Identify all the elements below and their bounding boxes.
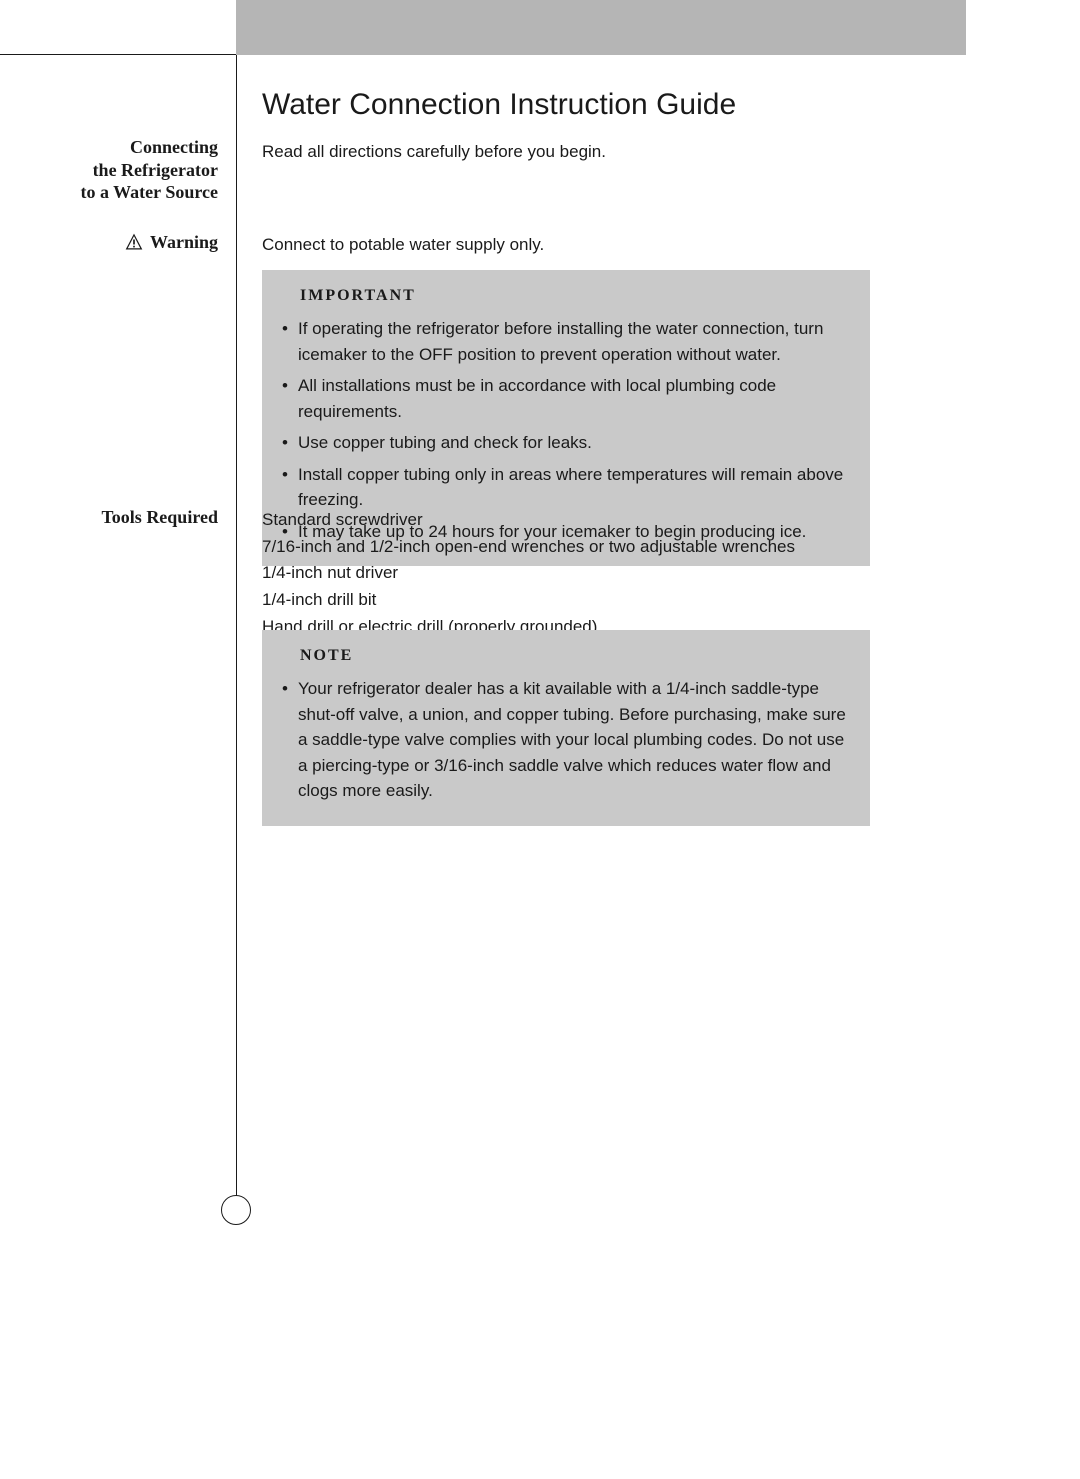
tool-item: 1/4-inch drill bit: [262, 588, 795, 613]
important-item: All installations must be in accordance …: [282, 373, 854, 424]
warning-icon: [124, 232, 144, 252]
intro-read-all: Read all directions carefully before you…: [262, 140, 606, 165]
vertical-divider: [236, 55, 237, 1205]
intro-potable: Connect to potable water supply only.: [262, 233, 544, 258]
sidebar-warning: Warning: [18, 231, 218, 258]
note-callout: NOTE Your refrigerator dealer has a kit …: [262, 630, 870, 826]
note-list: Your refrigerator dealer has a kit avail…: [278, 676, 854, 804]
header-rule: [0, 54, 236, 55]
important-item: If operating the refrigerator before ins…: [282, 316, 854, 367]
note-item: Your refrigerator dealer has a kit avail…: [282, 676, 854, 804]
sidebar-connecting-line2: the Refrigerator: [18, 159, 218, 182]
important-item: Install copper tubing only in areas wher…: [282, 462, 854, 513]
tools-list: Standard screwdriver 7/16-inch and 1/2-i…: [262, 508, 795, 641]
note-heading: NOTE: [278, 644, 854, 668]
important-heading: IMPORTANT: [278, 284, 854, 308]
important-item: Use copper tubing and check for leaks.: [282, 430, 854, 456]
tool-item: 7/16-inch and 1/2-inch open-end wrenches…: [262, 535, 795, 560]
sidebar-connecting: Connecting the Refrigerator to a Water S…: [18, 136, 218, 204]
tool-item: Standard screwdriver: [262, 508, 795, 533]
sidebar-connecting-line1: Connecting: [18, 136, 218, 159]
spine-circle: [221, 1195, 251, 1225]
sidebar-tools: Tools Required: [18, 506, 218, 529]
sidebar-tools-label: Tools Required: [101, 507, 218, 527]
page: Water Connection Instruction Guide Conne…: [0, 0, 1080, 1479]
sidebar-warning-label: Warning: [150, 231, 218, 254]
header-gray-bar: [236, 0, 966, 55]
tool-item: 1/4-inch nut driver: [262, 561, 795, 586]
sidebar-connecting-line3: to a Water Source: [18, 181, 218, 204]
page-title: Water Connection Instruction Guide: [262, 88, 736, 122]
